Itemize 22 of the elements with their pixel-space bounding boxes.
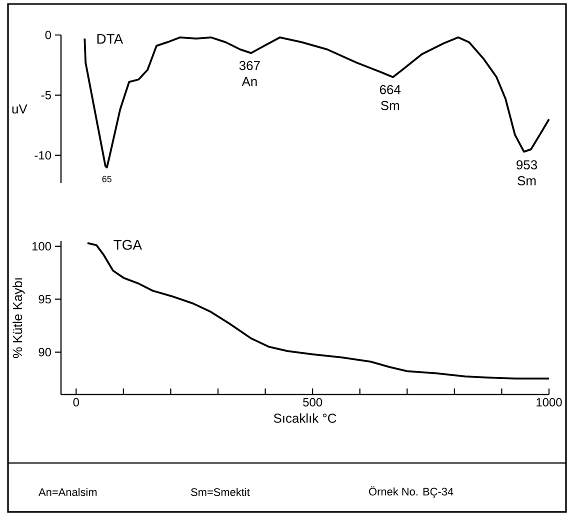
annotation: 953 Sm [516, 160, 538, 186]
y-axis-title: % Kütle Kaybı [12, 278, 25, 358]
chart-title: DTA [97, 34, 124, 44]
chart-title: TGA [114, 240, 142, 250]
text: An=Analsim [38, 488, 97, 496]
x-axis-title: Sıcaklık °C [274, 413, 336, 423]
text: Örnek No. BÇ-34 [369, 486, 454, 498]
annotation: 664 Sm [380, 85, 401, 110]
y-tick-label: 0 [45, 30, 52, 40]
x-tick-label: 500 [303, 398, 322, 406]
annotation: 65 [102, 176, 112, 182]
y-axis-title: uV [12, 104, 28, 114]
x-tick-label: 0 [73, 398, 79, 406]
y-tick-label: 90 [38, 348, 52, 356]
x-tick-label: 1000 [536, 398, 562, 406]
text: Sm=Smektit [191, 488, 250, 496]
annotation: 367 An [239, 60, 260, 86]
line-series [84, 36, 550, 168]
y-tick-label: -5 [41, 90, 51, 100]
y-tick-label: -10 [34, 151, 52, 160]
y-tick-label: 100 [32, 242, 52, 251]
y-tick-label: 95 [38, 294, 51, 304]
